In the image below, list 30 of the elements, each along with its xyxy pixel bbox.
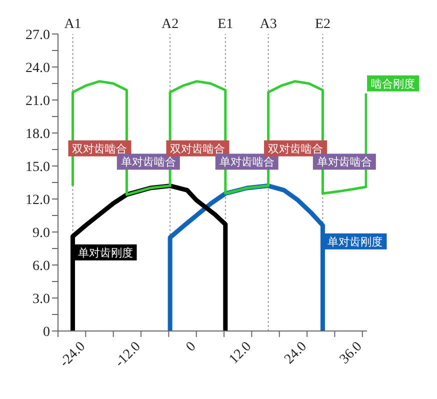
ref-line-label: A2 (162, 17, 179, 32)
y-tick-label: 15.0 (26, 160, 50, 175)
y-tick-label: 9.0 (32, 226, 50, 241)
annotation: 单对齿啮合 (316, 156, 372, 169)
x-tick-label: 36.0 (337, 339, 366, 368)
x-tick-label: -12.0 (112, 339, 144, 370)
x-tick-label: 24.0 (282, 339, 310, 368)
ref-line-label: A1 (64, 17, 82, 32)
annotation: 单对齿啮合 (219, 156, 274, 169)
series-label: 单对齿刚度 (328, 235, 383, 248)
y-tick-label: 24.0 (26, 60, 50, 76)
y-tick-label: 18.0 (26, 126, 50, 142)
series-label: 单对齿刚度 (78, 246, 133, 260)
x-tick-label: 0 (184, 339, 200, 355)
ref-line-label: E1 (218, 17, 234, 32)
y-tick-label: 0 (43, 324, 50, 340)
ref-line-label: E2 (314, 17, 331, 32)
y-tick-label: 6.0 (32, 258, 50, 274)
annotation: 双对齿啮合 (72, 142, 128, 156)
x-tick-label: 12.0 (226, 339, 255, 368)
series-label: 啮合刚度 (371, 77, 416, 90)
annotation: 双对齿啮合 (170, 142, 226, 156)
annotation: 双对齿啮合 (268, 142, 324, 156)
y-tick-label: 21.0 (26, 94, 50, 109)
annotation: 单对齿啮合 (120, 156, 176, 169)
y-tick-label: 12.0 (26, 192, 50, 208)
ref-line-label: A3 (260, 17, 277, 32)
y-tick-label: 27.0 (26, 28, 50, 43)
x-tick-label: -24.0 (57, 339, 88, 370)
y-tick-label: 3.0 (32, 292, 50, 307)
